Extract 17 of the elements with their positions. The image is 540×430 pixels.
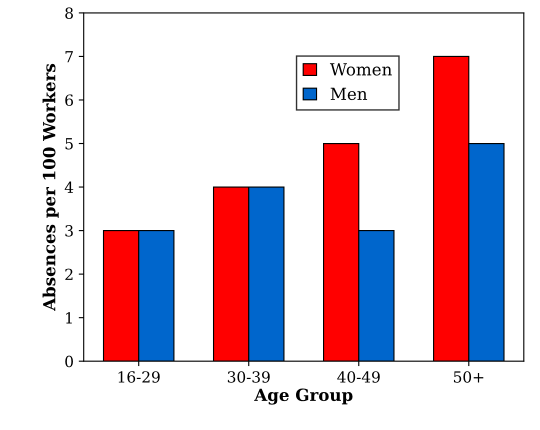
x-tick-label: 40-49 [337, 371, 380, 383]
x-tick-label: 50+ [454, 371, 484, 383]
x-tick-label: 16-29 [118, 371, 160, 383]
y-tick-label: 2 [65, 268, 72, 280]
x-tick-label: 30-39 [228, 371, 270, 383]
x-axis-title: Age Group [254, 388, 353, 405]
y-tick-label: 1 [66, 312, 72, 324]
legend-label: Men [330, 88, 368, 100]
legend-label: Women [330, 63, 392, 76]
y-tick-label: 0 [65, 356, 73, 368]
y-tick-label: 6 [65, 94, 74, 106]
y-axis-title: Absences per 100 Workers [42, 64, 59, 311]
y-tick-label: 4 [64, 182, 74, 193]
y-tick-label: 5 [66, 138, 73, 150]
y-tick-label: 7 [66, 51, 73, 62]
y-tick-label: 3 [65, 225, 73, 237]
y-tick-label: 8 [65, 7, 73, 19]
